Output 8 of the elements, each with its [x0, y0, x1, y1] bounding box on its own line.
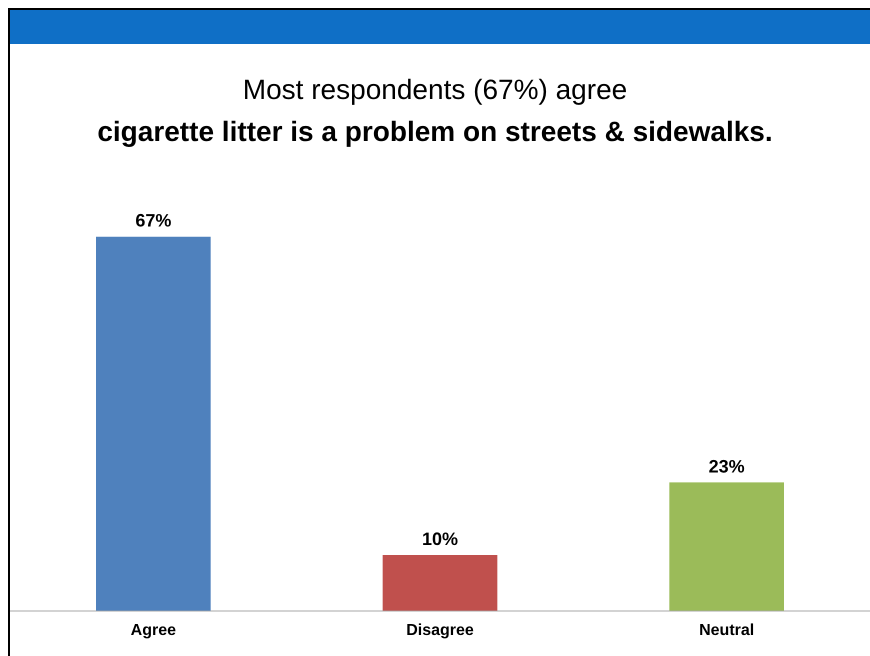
- x-tick-label: Disagree: [406, 622, 474, 639]
- data-label: 23%: [708, 456, 745, 476]
- chart-title: Most respondents (67%) agree: [242, 74, 628, 106]
- chart-subtitle: cigarette litter is a problem on streets & sidewalks.: [96, 116, 774, 148]
- x-tick-label: Agree: [130, 622, 176, 639]
- x-tick-label: Neutral: [699, 622, 754, 639]
- data-label: 67%: [135, 210, 172, 231]
- data-label: 10%: [422, 528, 458, 549]
